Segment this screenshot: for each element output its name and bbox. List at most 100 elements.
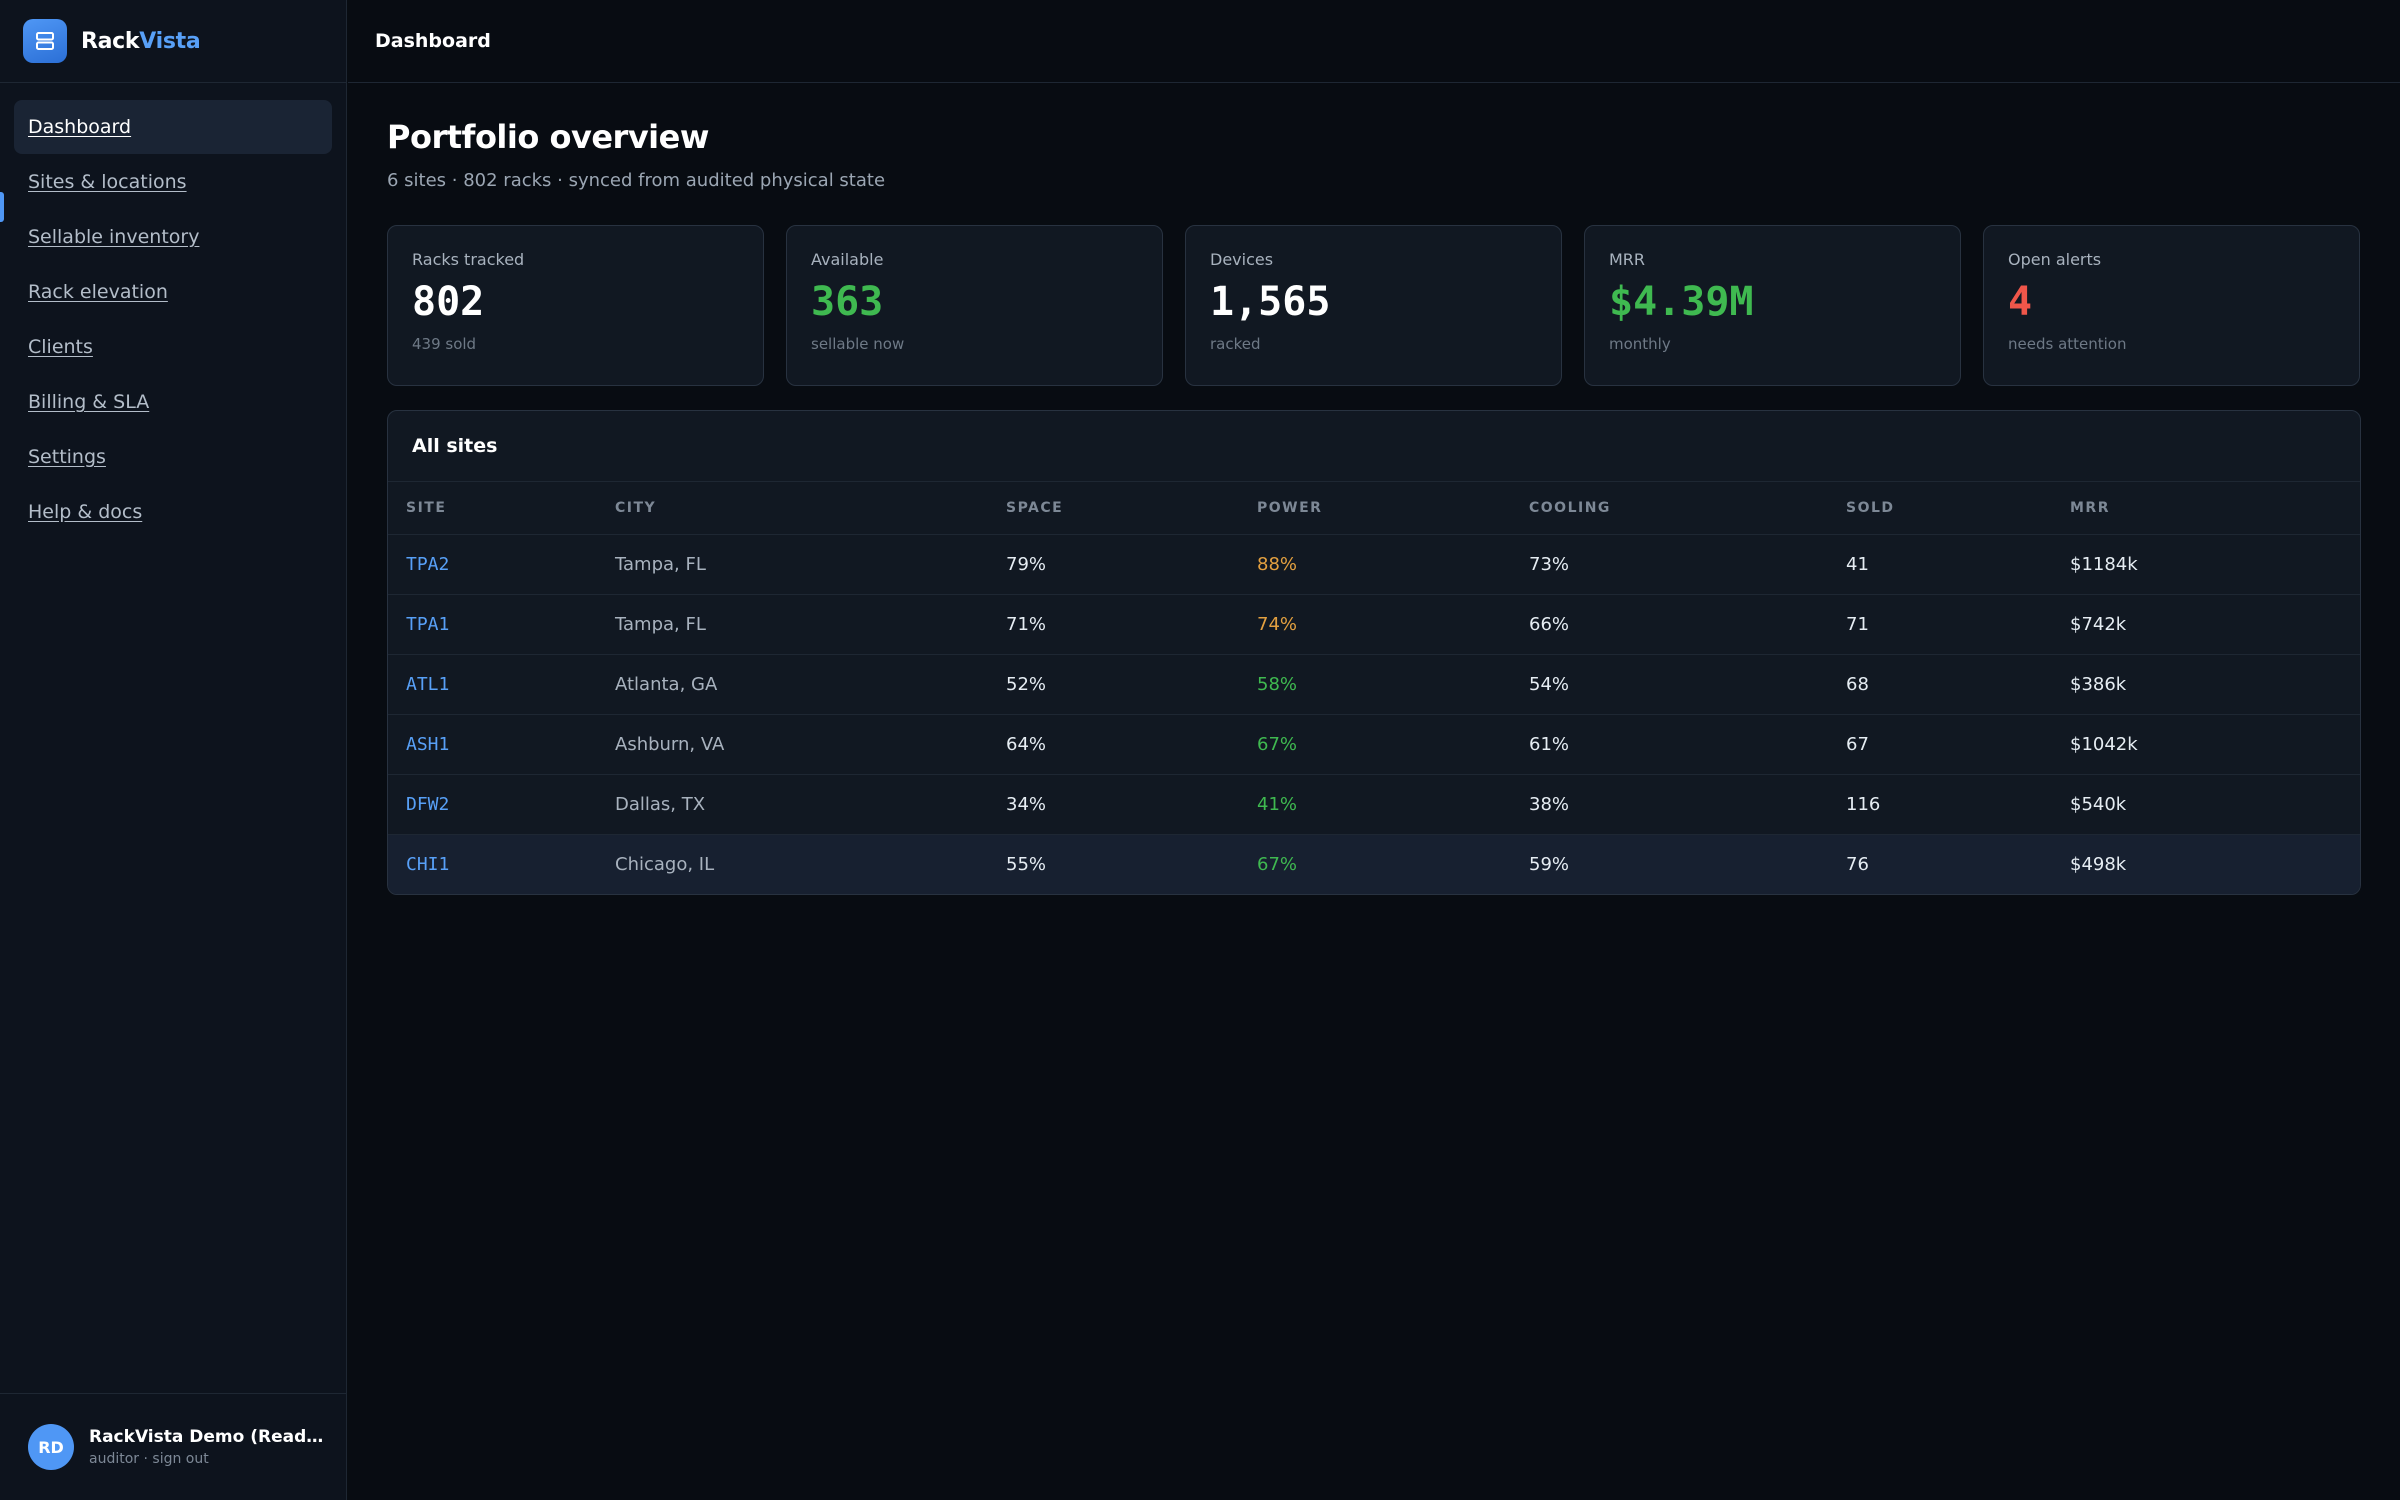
power-cell: 41% [1257,774,1529,835]
stat-note: racked [1210,335,1261,353]
sold-cell: 116 [1846,774,2070,835]
city-cell: Tampa, FL [615,534,1006,595]
column-header-city[interactable]: CITY [615,482,1006,535]
avatar: RD [28,1424,74,1470]
table-row[interactable]: ATL1 Atlanta, GA 52% 58% 54% 68 $386k [388,654,2360,715]
cooling-cell: 38% [1529,774,1846,835]
cooling-cell: 61% [1529,714,1846,775]
brand[interactable]: RackVista [0,0,346,83]
stat-card-available: Available 363 sellable now [786,225,1163,386]
sidebar-nav: Dashboard Sites & locations Sellable inv… [0,83,346,539]
city-cell: Dallas, TX [615,774,1006,835]
space-cell: 55% [1006,834,1257,894]
sold-cell: 67 [1846,714,2070,775]
stat-value: 1,565 [1210,279,1331,325]
mrr-cell: $540k [2070,774,2360,835]
sold-cell: 41 [1846,534,2070,595]
power-cell: 88% [1257,534,1529,595]
page-subtitle: 6 sites · 802 racks · synced from audite… [387,170,886,191]
space-cell: 79% [1006,534,1257,595]
user-role-label: auditor [89,1451,140,1467]
power-cell: 67% [1257,834,1529,894]
stat-card-open-alerts: Open alerts 4 needs attention [1983,225,2360,386]
user-role: auditor · sign out [89,1451,329,1467]
space-cell: 34% [1006,774,1257,835]
table-row[interactable]: CHI1 Chicago, IL 55% 67% 59% 76 $498k [388,834,2360,894]
page-title: Portfolio overview [387,118,709,156]
stat-label: Available [811,250,884,269]
cooling-cell: 54% [1529,654,1846,715]
mrr-cell: $742k [2070,594,2360,655]
stat-card-devices: Devices 1,565 racked [1185,225,1562,386]
sidebar-item-clients[interactable]: Clients [28,336,93,358]
table-header-row: SITE CITY SPACE POWER COOLING SOLD MRR [388,482,2360,535]
stat-value: 4 [2008,279,2033,325]
user-text: RackVista Demo (Read-only) auditor · sig… [89,1427,329,1467]
sidebar-item-sites-locations[interactable]: Sites & locations [28,171,187,193]
cooling-cell: 73% [1529,534,1846,595]
mrr-cell: $386k [2070,654,2360,715]
sidebar-item-settings[interactable]: Settings [28,446,106,468]
stat-label: Racks tracked [412,250,525,269]
city-cell: Tampa, FL [615,594,1006,655]
column-header-cooling[interactable]: COOLING [1529,482,1846,535]
stat-value: $4.39M [1609,279,1754,325]
column-header-site[interactable]: SITE [388,482,615,535]
main-content: Portfolio overview 6 sites · 802 racks ·… [387,118,2361,895]
breadcrumb: Dashboard [375,30,491,52]
all-sites-panel: All sites SITE CITY SPACE POWER COOLING … [387,410,2361,895]
column-header-power[interactable]: POWER [1257,482,1529,535]
table-row[interactable]: TPA1 Tampa, FL 71% 74% 66% 71 $742k [388,594,2360,655]
brand-name: RackVista [81,28,201,54]
sidebar-item-help-docs[interactable]: Help & docs [28,501,143,523]
site-link[interactable]: ATL1 [406,673,450,695]
sites-table: SITE CITY SPACE POWER COOLING SOLD MRR T… [388,482,2360,894]
stat-cards: Racks tracked 802 439 sold Available 363… [387,225,2361,386]
user-name: RackVista Demo (Read-only) [89,1427,329,1447]
mrr-cell: $498k [2070,834,2360,894]
cooling-cell: 59% [1529,834,1846,894]
sold-cell: 68 [1846,654,2070,715]
sold-cell: 76 [1846,834,2070,894]
stat-card-mrr: MRR $4.39M monthly [1584,225,1961,386]
city-cell: Chicago, IL [615,834,1006,894]
user-panel[interactable]: RD RackVista Demo (Read-only) auditor · … [0,1393,346,1500]
sold-cell: 71 [1846,594,2070,655]
mrr-cell: $1042k [2070,714,2360,775]
site-link[interactable]: TPA2 [406,553,450,575]
sidebar-item-rack-elevation[interactable]: Rack elevation [28,281,168,303]
active-indicator [0,192,4,222]
user-separator: · [139,1451,153,1467]
stat-note: sellable now [811,335,905,353]
space-cell: 52% [1006,654,1257,715]
stat-note: monthly [1609,335,1671,353]
column-header-sold[interactable]: SOLD [1846,482,2070,535]
sign-out-link[interactable]: sign out [152,1451,209,1467]
table-row[interactable]: TPA2 Tampa, FL 79% 88% 73% 41 $1184k [388,534,2360,595]
stat-label: MRR [1609,250,1646,269]
panel-title: All sites [388,411,2360,482]
space-cell: 64% [1006,714,1257,775]
stat-label: Open alerts [2008,250,2102,269]
sidebar-item-sellable-inventory[interactable]: Sellable inventory [28,226,200,248]
stat-card-racks-tracked: Racks tracked 802 439 sold [387,225,764,386]
site-link[interactable]: DFW2 [406,793,450,815]
column-header-mrr[interactable]: MRR [2070,482,2360,535]
column-header-space[interactable]: SPACE [1006,482,1257,535]
table-row[interactable]: ASH1 Ashburn, VA 64% 67% 61% 67 $1042k [388,714,2360,775]
stat-note: 439 sold [412,335,477,353]
stat-value: 363 [811,279,884,325]
site-link[interactable]: TPA1 [406,613,450,635]
sidebar: RackVista Dashboard Sites & locations Se… [0,0,347,1500]
table-row[interactable]: DFW2 Dallas, TX 34% 41% 38% 116 $540k [388,774,2360,835]
sidebar-item-dashboard[interactable]: Dashboard [14,100,332,154]
city-cell: Atlanta, GA [615,654,1006,715]
power-cell: 58% [1257,654,1529,715]
cooling-cell: 66% [1529,594,1846,655]
site-link[interactable]: CHI1 [406,853,450,875]
power-cell: 74% [1257,594,1529,655]
site-link[interactable]: ASH1 [406,733,450,755]
sidebar-item-billing-sla[interactable]: Billing & SLA [28,391,150,413]
space-cell: 71% [1006,594,1257,655]
server-icon [23,19,67,63]
